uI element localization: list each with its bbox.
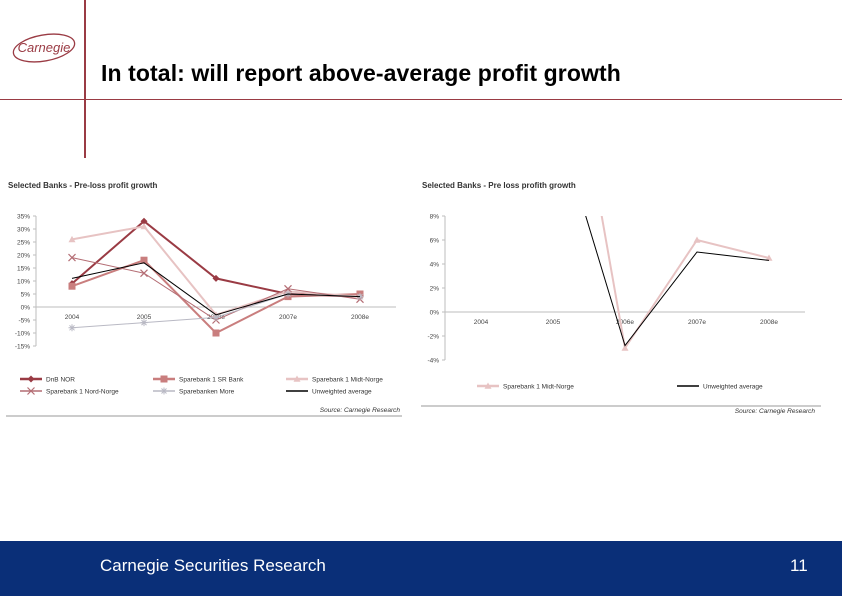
y-tick-label: 0%	[21, 305, 31, 312]
y-tick-label: 8%	[430, 214, 440, 221]
svg-text:Carnegie: Carnegie	[18, 40, 71, 55]
legend-marker-dnb-nor	[27, 375, 35, 383]
point-sparebank-1-midt-norge	[140, 222, 148, 230]
point-dnb-nor	[140, 217, 148, 225]
y-tick-label: 15%	[17, 266, 30, 273]
y-tick-label: -4%	[427, 358, 439, 365]
series-line-sparebanken-more	[71, 293, 361, 329]
source-note: Source: Carnegie Research	[735, 408, 816, 415]
point-sparebanken-more	[140, 319, 148, 327]
y-tick-label: -15%	[15, 344, 30, 351]
x-tick-label: 2008e	[351, 314, 369, 321]
point-sparebank-1-midt-norge	[693, 236, 701, 243]
point-sparebank-1-sr-bank	[212, 329, 220, 337]
source-note: Source: Carnegie Research	[320, 407, 401, 414]
legend-marker-sparebank-1-midt-norge	[293, 375, 301, 382]
x-tick-label: 2005	[546, 319, 561, 326]
y-tick-label: 20%	[17, 253, 30, 260]
y-tick-label: 10%	[17, 279, 30, 286]
series-line-sparebank-1-nord-norge	[71, 257, 361, 321]
legend-marker-sparebank-1-midt-norge	[484, 382, 492, 389]
footer-bar	[0, 541, 842, 596]
point-sparebank-1-nord-norge	[284, 284, 292, 293]
y-tick-label: 0%	[430, 310, 440, 317]
header-horizontal-rule	[0, 99, 842, 100]
y-tick-label: 4%	[430, 262, 440, 269]
point-sparebank-1-nord-norge	[140, 269, 148, 278]
legend-label-unweighted-average: Unweighted average	[703, 384, 763, 391]
legend-marker-sparebank-1-nord-norge	[27, 387, 35, 395]
header-vertical-rule	[84, 0, 86, 158]
legend-label-sparebank-1-midt-norge: Sparebank 1 Midt-Norge	[503, 384, 574, 391]
left-chart: 35% 30% 25% 20% 15% 10% 5% 0% -5% -10% -15% 2004 200…	[6, 214, 402, 417]
y-tick-label: 5%	[21, 292, 31, 299]
page-number: 11	[790, 556, 808, 575]
right-chart-title: Selected Banks - Pre loss profith growth	[422, 181, 576, 190]
x-tick-label: 2005	[137, 314, 152, 321]
legend-label-unweighted-average: Unweighted average	[312, 389, 372, 396]
point-sparebanken-more	[212, 313, 220, 321]
left-chart-title: Selected Banks - Pre-loss profit growth	[8, 181, 158, 190]
y-tick-label: 2%	[430, 286, 440, 293]
right-chart: 8% 6% 4% 2% 0% -2% -4% 2004 2005 2006e 2007e 2008e S…	[421, 214, 821, 415]
point-sparebank-1-sr-bank	[140, 256, 148, 264]
legend-label-sparebank-1-nord-norge: Sparebank 1 Nord-Norge	[46, 389, 119, 396]
y-tick-label: -10%	[15, 331, 30, 338]
point-sparebank-1-nord-norge	[68, 253, 76, 262]
series-line-sparebank-1-sr-bank	[71, 259, 361, 335]
y-tick-label: 25%	[17, 240, 30, 247]
legend-marker-sparebank-1-sr-bank	[160, 375, 168, 383]
point-dnb-nor	[212, 274, 220, 282]
slide-title: In total: will report above-average prof…	[101, 60, 621, 86]
carnegie-logo: Carnegie	[12, 33, 76, 63]
y-tick-label: 6%	[430, 238, 440, 245]
legend-label-sparebanken-more: Sparebanken More	[179, 389, 235, 396]
y-tick-label: -2%	[427, 334, 439, 341]
legend-label-sparebank-1-midt-norge: Sparebank 1 Midt-Norge	[312, 377, 383, 384]
x-tick-label: 2007e	[688, 319, 706, 326]
plot-area	[585, 216, 773, 351]
x-tick-label: 2008e	[760, 319, 778, 326]
x-tick-label: 2004	[474, 319, 489, 326]
footer-text: Carnegie Securities Research	[100, 556, 326, 575]
x-tick-label: 2006e	[616, 319, 634, 326]
point-sparebanken-more	[68, 324, 76, 332]
series-line-unweighted-average	[585, 216, 770, 347]
point-sparebanken-more	[356, 293, 364, 301]
legend-label-dnb-nor: DnB NOR	[46, 377, 75, 384]
point-sparebank-1-midt-norge	[621, 344, 629, 351]
x-tick-label: 2004	[65, 314, 80, 321]
x-tick-label: 2007e	[279, 314, 297, 321]
y-tick-label: -5%	[18, 318, 30, 325]
legend-marker-sparebanken-more	[160, 387, 168, 395]
y-tick-label: 30%	[17, 227, 30, 234]
series-line-unweighted-average	[71, 262, 361, 316]
legend-label-sparebank-1-sr-bank: Sparebank 1 SR Bank	[179, 377, 244, 384]
point-sparebank-1-midt-norge	[68, 235, 76, 243]
y-tick-label: 35%	[17, 214, 30, 221]
point-sparebank-1-sr-bank	[68, 282, 76, 290]
plot-area	[68, 217, 364, 337]
point-sparebank-1-midt-norge	[765, 254, 773, 261]
